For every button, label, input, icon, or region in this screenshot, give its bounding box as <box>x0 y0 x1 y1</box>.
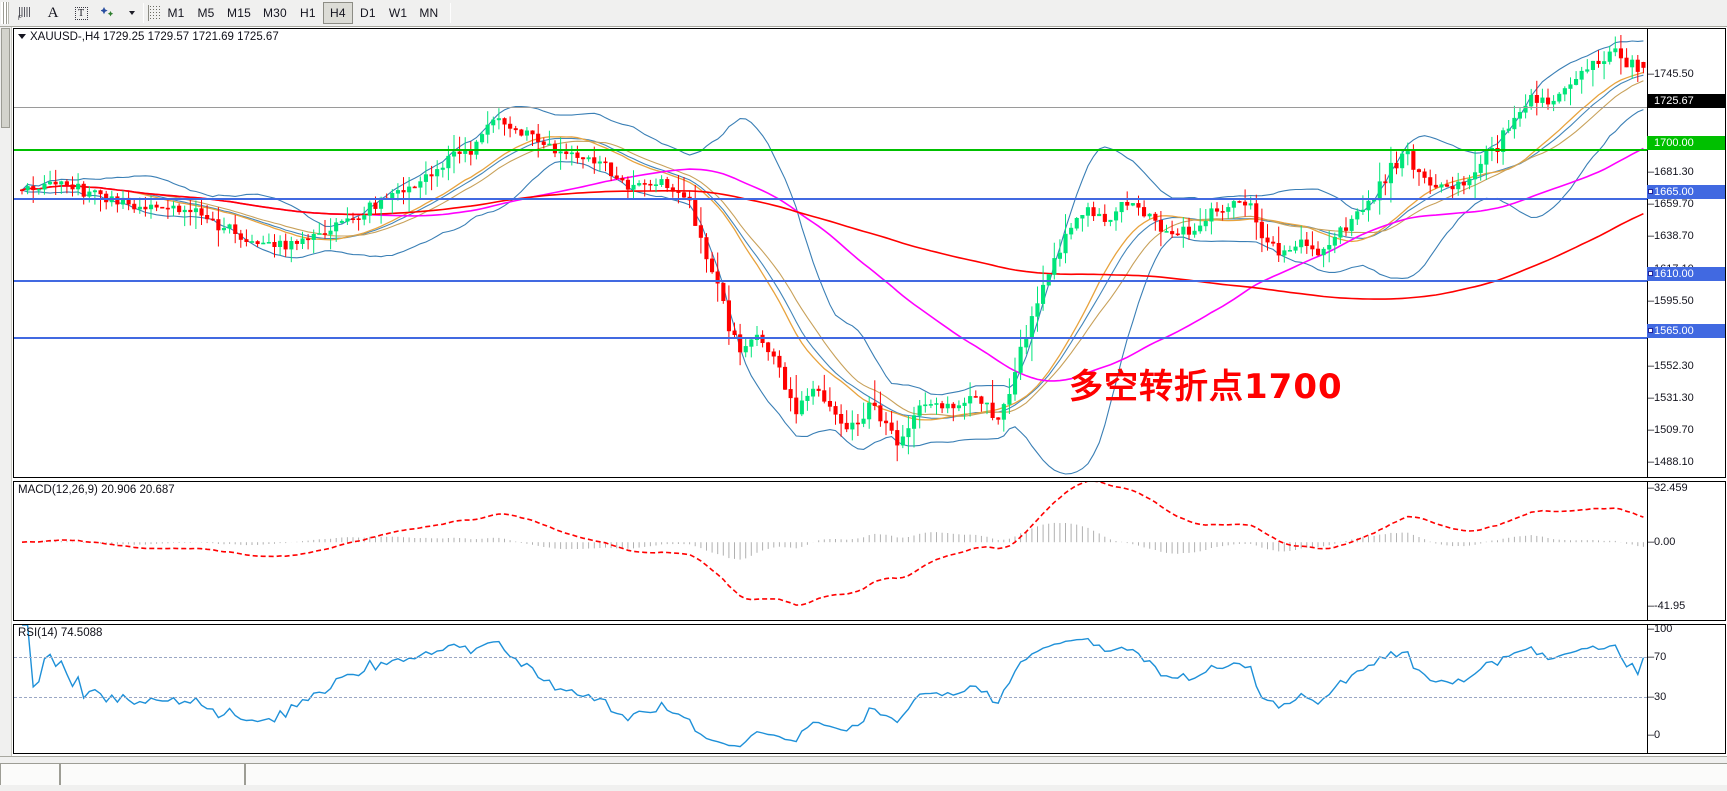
timeframe-h1[interactable]: H1 <box>300 6 316 20</box>
macd-label: MACD(12,26,9) 20.906 20.687 <box>18 484 175 496</box>
macd-tick-32neg459: –32.459 <box>1648 482 1688 494</box>
chart-area: XAUUSD-,H4 1729.25 1729.57 1721.69 1725.… <box>0 27 1727 791</box>
rsi-tick-30: –30 <box>1648 691 1667 703</box>
price-tick-1488-10: –1488.10 <box>1648 456 1694 468</box>
macd-plot <box>14 482 1647 620</box>
level-tag-1565[interactable]: 1565.00 <box>1647 324 1725 338</box>
rsi-overbought-line <box>14 657 1647 658</box>
price-tick-1681-30: –1681.30 <box>1648 166 1694 178</box>
rsi-axis[interactable]: –100 –70 –30 –0 <box>1647 625 1725 753</box>
bottom-tab-bar <box>0 756 1727 791</box>
collapse-triangle-icon[interactable] <box>18 34 26 40</box>
tab-chip-2[interactable] <box>60 763 245 785</box>
macd-pane[interactable]: MACD(12,26,9) 20.906 20.687 –32.459 –0.00… <box>13 481 1726 621</box>
grid-icon[interactable]: F <box>12 2 38 25</box>
level-line-1610[interactable] <box>14 280 1647 282</box>
level-tag-1665[interactable]: 1665.00 <box>1647 185 1725 199</box>
price-tick-1638-70: –1638.70 <box>1648 230 1694 242</box>
price-tick-1509-70: –1509.70 <box>1648 424 1694 436</box>
rsi-oversold-line <box>14 697 1647 698</box>
price-tick-1659-70: –1659.70 <box>1648 198 1694 210</box>
toolbar-separator <box>143 3 144 23</box>
toolbar-drag-handle[interactable] <box>1 2 9 24</box>
timeframe-m1[interactable]: M1 <box>167 6 185 20</box>
timeframe-w1[interactable]: W1 <box>388 6 408 20</box>
level-line-1565[interactable] <box>14 337 1647 339</box>
price-series-svg <box>20 35 1646 475</box>
macd-tick-0neg00: –0.00 <box>1648 536 1676 548</box>
tab-chip-1[interactable] <box>0 763 60 785</box>
tab-chip-3[interactable] <box>245 763 1727 785</box>
timeframe-mn[interactable]: MN <box>419 6 439 20</box>
rsi-plot <box>14 625 1647 753</box>
timeframe-group: M1 M5 M15 M30 H1 H4 D1 W1 MN <box>161 2 444 24</box>
price-tick-1531-30: –1531.30 <box>1648 392 1694 404</box>
timeframe-m5[interactable]: M5 <box>197 6 215 20</box>
timeframe-m15[interactable]: M15 <box>227 6 251 20</box>
chart-annotation-text: 多空转折点1700 <box>1069 367 1343 407</box>
macd-tick-neg41-95: –-41.95 <box>1648 600 1686 612</box>
price-tick-1745-50: –1745.50 <box>1648 68 1694 80</box>
scrollbar-thumb[interactable] <box>1 28 10 128</box>
price-pane[interactable]: XAUUSD-,H4 1729.25 1729.57 1721.69 1725.… <box>13 28 1726 478</box>
level-line-1665[interactable] <box>14 198 1647 200</box>
last-price-line <box>14 107 1647 108</box>
price-axis[interactable]: –1745.50–1681.30–1659.70–1638.70–1617.10… <box>1647 29 1725 477</box>
vertical-scrollbar[interactable] <box>0 27 12 773</box>
rsi-tick-100: –100 <box>1648 624 1673 635</box>
svg-text:F: F <box>18 16 22 21</box>
text-tool-icon[interactable]: A <box>47 4 59 21</box>
resistance-line-1700[interactable] <box>14 149 1647 151</box>
objects-icon[interactable] <box>96 2 122 25</box>
main-toolbar: F A T M1 M5 M15 M30 H1 H4 D1 W1 MN <box>0 0 1727 27</box>
level-tag-1700[interactable]: 1700.00 <box>1647 136 1725 150</box>
rsi-label: RSI(14) 74.5088 <box>18 627 103 639</box>
timeframe-d1[interactable]: D1 <box>360 6 376 20</box>
chevron-down-icon <box>128 11 135 15</box>
timeframe-m30[interactable]: M30 <box>262 6 287 20</box>
rsi-pane[interactable]: RSI(14) 74.5088 –100 –70 –30 –0 <box>13 624 1726 754</box>
level-tag-1610[interactable]: 1610.00 <box>1647 267 1725 281</box>
price-tick-1552-30: –1552.30 <box>1648 360 1694 372</box>
rsi-tick-70: –70 <box>1648 651 1667 663</box>
price-plot: 多空转折点1700 <box>14 29 1647 477</box>
objects-dropdown[interactable] <box>124 2 138 25</box>
timeframe-drag-handle[interactable] <box>148 5 161 21</box>
price-tick-1595-50: –1595.50 <box>1648 295 1694 307</box>
chart-header-label: XAUUSD-,H4 1729.25 1729.57 1721.69 1725.… <box>18 31 279 43</box>
toolbar-separator-2 <box>450 3 452 23</box>
rsi-tick-0: –0 <box>1648 729 1661 741</box>
macd-axis[interactable]: –32.459 –0.00 –-41.95 <box>1647 482 1725 620</box>
last-price-tag[interactable]: 1725.67 <box>1647 94 1725 108</box>
label-tool-icon[interactable]: T <box>68 2 94 25</box>
rsi-series-svg <box>22 625 1645 748</box>
macd-series-svg <box>21 482 1644 606</box>
timeframe-h4[interactable]: H4 <box>322 2 353 24</box>
